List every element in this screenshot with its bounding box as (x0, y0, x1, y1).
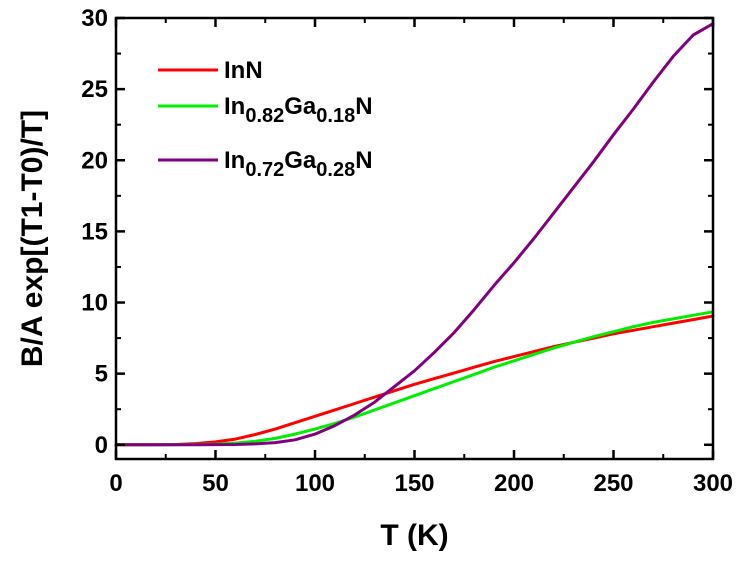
legend: InN In0.82Ga0.18N In0.72Ga0.28N (158, 57, 373, 181)
x-tick-label: 100 (295, 470, 335, 497)
y-tick-label: 5 (95, 361, 108, 388)
y-axis-label: B/A exp[(T1-T0)/T] (16, 110, 49, 367)
axes: 0 50 100 150 200 250 300 0 5 10 15 20 25 30 (81, 5, 733, 497)
series-line-1 (114, 314, 715, 447)
series-line-2 (114, 310, 715, 447)
series-line-3 (114, 22, 715, 447)
x-axis-label: T (K) (380, 519, 448, 552)
y-tick-label: 25 (81, 76, 108, 103)
plot-marks (114, 22, 715, 447)
y-tick-label: 0 (95, 432, 108, 459)
x-tick-label: 300 (693, 470, 733, 497)
x-tick-label: 0 (109, 470, 122, 497)
x-tick-label: 50 (202, 470, 229, 497)
y-tick-label: 20 (81, 147, 108, 174)
legend-label-2: In0.82Ga0.18N (224, 93, 373, 127)
x-tick-label: 150 (394, 470, 434, 497)
legend-label-1: InN (224, 57, 263, 84)
x-tick-label: 200 (494, 470, 534, 497)
legend-label-3: In0.72Ga0.28N (224, 147, 373, 181)
x-tick-label: 250 (593, 470, 633, 497)
y-tick-label: 10 (81, 290, 108, 317)
y-tick-label: 30 (81, 5, 108, 32)
y-tick-label: 15 (81, 218, 108, 245)
